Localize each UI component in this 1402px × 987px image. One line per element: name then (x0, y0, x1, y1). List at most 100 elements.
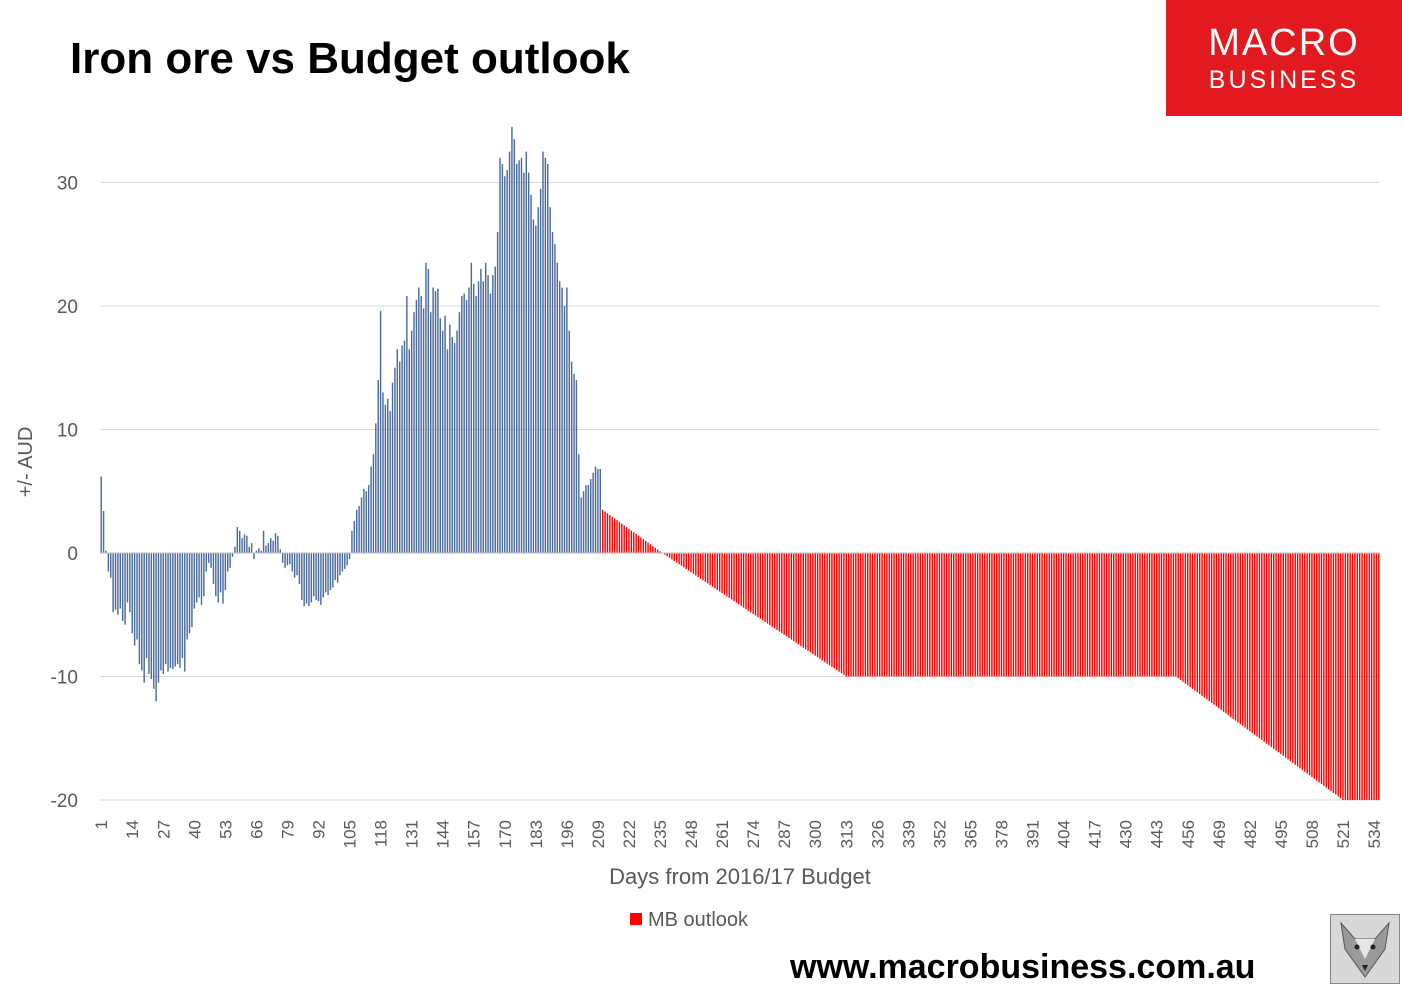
bar-actual (208, 553, 209, 563)
bar-mb-outlook (1149, 553, 1150, 677)
y-tick-label: 0 (67, 544, 78, 565)
bar-actual (475, 296, 476, 553)
x-tick-label: 521 (1334, 820, 1353, 848)
bar-mb-outlook (1139, 553, 1140, 677)
bar-mb-outlook (1321, 553, 1322, 784)
bar-actual (103, 511, 104, 553)
bar-mb-outlook (927, 553, 928, 677)
bar-actual (232, 553, 233, 557)
x-tick-label: 352 (930, 820, 949, 848)
bar-actual (346, 553, 347, 565)
bar-actual (425, 263, 426, 553)
bar-mb-outlook (609, 515, 610, 553)
bar-mb-outlook (1237, 553, 1238, 722)
bar-mb-outlook (1118, 553, 1119, 677)
bar-mb-outlook (1228, 553, 1229, 715)
website-url[interactable]: www.macrobusiness.com.au (790, 948, 1255, 987)
bar-mb-outlook (1223, 553, 1224, 712)
bar-mb-outlook (1197, 553, 1198, 692)
x-tick-label: 365 (961, 820, 980, 848)
bar-actual (151, 553, 152, 679)
bar-actual (518, 160, 519, 553)
bar-mb-outlook (793, 553, 794, 641)
bar-actual (100, 476, 101, 553)
bar-actual (132, 553, 133, 633)
bar-actual (251, 543, 252, 553)
bar-mb-outlook (1058, 553, 1059, 677)
bar-mb-outlook (1187, 553, 1188, 685)
bar-actual (182, 553, 183, 658)
bar-actual (537, 207, 538, 553)
bar-actual (282, 553, 283, 563)
bar-actual (497, 232, 498, 553)
bar-mb-outlook (874, 553, 875, 677)
bar-actual (172, 553, 173, 669)
bar-actual (452, 337, 453, 553)
bar-mb-outlook (674, 553, 675, 561)
bar-actual (413, 312, 414, 553)
bar-layer (100, 127, 1379, 800)
y-tick-label: -20 (51, 791, 78, 812)
bar-mb-outlook (1177, 553, 1178, 678)
bar-mb-outlook (1106, 553, 1107, 677)
bar-mb-outlook (1232, 553, 1233, 719)
bar-mb-outlook (846, 553, 847, 677)
bar-actual (430, 312, 431, 553)
x-tick-label: 183 (527, 820, 546, 848)
bar-mb-outlook (1247, 553, 1248, 729)
bar-actual (263, 531, 264, 553)
bar-actual (387, 399, 388, 553)
bar-actual (545, 158, 546, 553)
bar-mb-outlook (984, 553, 985, 677)
x-tick-label: 495 (1272, 820, 1291, 848)
bar-mb-outlook (879, 553, 880, 677)
bar-mb-outlook (1235, 553, 1236, 721)
bar-actual (323, 553, 324, 597)
bar-actual (456, 331, 457, 553)
bar-actual (483, 281, 484, 553)
bar-mb-outlook (1123, 553, 1124, 677)
bar-mb-outlook (1220, 553, 1221, 710)
bar-actual (222, 553, 223, 604)
bar-mb-outlook (1154, 553, 1155, 677)
x-tick-label: 196 (558, 820, 577, 848)
bar-actual (480, 269, 481, 553)
bar-actual (287, 553, 288, 565)
bar-mb-outlook (1135, 553, 1136, 677)
bar-actual (420, 296, 421, 553)
bar-actual (561, 287, 562, 553)
bar-actual (511, 127, 512, 553)
bar-mb-outlook (905, 553, 906, 677)
bar-actual (580, 497, 581, 553)
bar-mb-outlook (817, 553, 818, 657)
bar-mb-outlook (1103, 553, 1104, 677)
bar-actual (447, 349, 448, 553)
bar-actual (253, 553, 254, 559)
bar-actual (547, 164, 548, 553)
bar-mb-outlook (991, 553, 992, 677)
bar-actual (437, 289, 438, 553)
bar-mb-outlook (1087, 553, 1088, 677)
bar-mb-outlook (779, 553, 780, 632)
bar-mb-outlook (1158, 553, 1159, 677)
x-tick-label: 170 (496, 820, 515, 848)
bar-actual (569, 331, 570, 553)
bar-actual (234, 547, 235, 553)
bar-mb-outlook (750, 553, 751, 612)
bar-mb-outlook (1309, 553, 1310, 775)
bar-mb-outlook (671, 553, 672, 559)
x-tick-label: 53 (216, 820, 235, 839)
bar-actual (566, 287, 567, 553)
bar-mb-outlook (829, 553, 830, 665)
bar-mb-outlook (1240, 553, 1241, 724)
bar-mb-outlook (628, 529, 629, 553)
bar-mb-outlook (1120, 553, 1121, 677)
bar-mb-outlook (1053, 553, 1054, 677)
x-tick-label: 27 (154, 820, 173, 839)
bar-actual (485, 263, 486, 553)
bar-mb-outlook (791, 553, 792, 640)
bar-mb-outlook (1352, 553, 1353, 800)
bar-mb-outlook (702, 553, 703, 580)
bar-mb-outlook (1261, 553, 1262, 740)
bar-mb-outlook (819, 553, 820, 659)
